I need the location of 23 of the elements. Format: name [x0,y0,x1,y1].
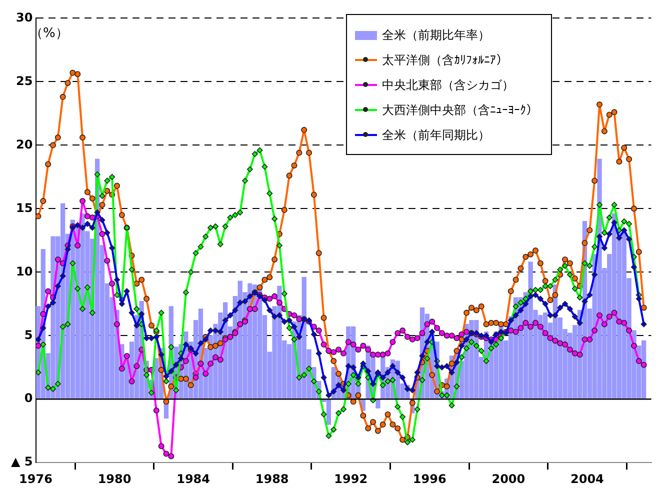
x-tick-label: 1980 [98,472,132,486]
x-tick-label: 1984 [176,472,210,486]
x-tick-label: 1976 [19,472,52,486]
legend-label: 全米（前期比年率） [382,27,490,44]
legend-label: 全米（前年同期比） [382,127,490,144]
y-tick-label: 15 [16,200,33,215]
y-tick-label: 5 [24,328,33,342]
y-tick-label: 25 [16,74,33,88]
y-tick-label: 10 [16,264,33,278]
x-tick-label: 2004 [570,472,604,486]
y-tick-label: ▲ 5 [10,454,33,469]
x-tick-label: 1996 [412,472,446,486]
x-tick-label: 1992 [334,472,368,486]
y-tick-label: 30 [16,10,33,24]
x-tick-label: 2000 [492,472,526,486]
bar [376,399,380,408]
y-axis-title: （%） [30,25,68,42]
y-tick-label: 20 [16,137,33,152]
legend-label: 太平洋側（含ｶﾘﾌｫﾙﾆｱ） [382,52,508,69]
legend-label: 大西洋側中央部（含ﾆｭｰﾖｰｸ） [382,102,538,119]
legend-label: 中央北東部（含シカゴ） [382,77,514,94]
x-tick-label: 1988 [255,472,289,486]
y-tick-label: 0 [24,391,33,406]
